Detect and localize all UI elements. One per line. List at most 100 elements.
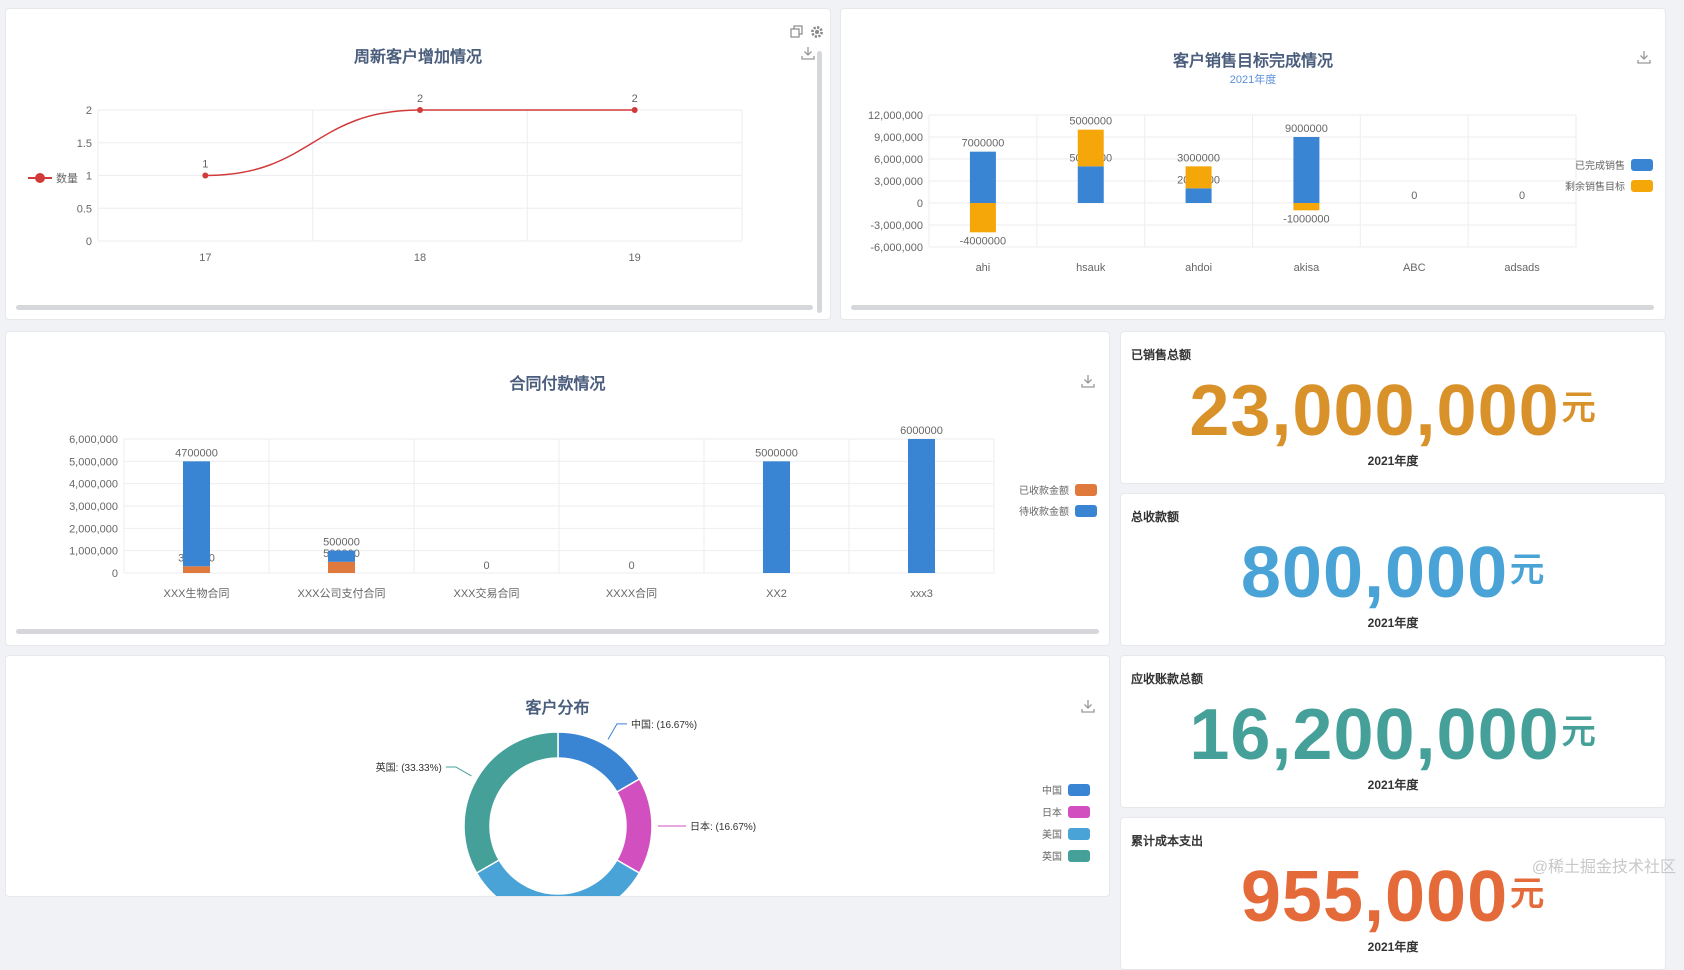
stat-label: 已销售总额 xyxy=(1131,346,1191,363)
data-point xyxy=(417,107,423,113)
slice-label: 日本: (16.67%) xyxy=(690,820,756,833)
copy-icon[interactable] xyxy=(790,25,804,39)
legend-swatch xyxy=(1068,806,1090,818)
stat-card-receivable-total: 应收账款总额 16,200,000元 2021年度 xyxy=(1120,655,1666,808)
data-label: 1 xyxy=(202,159,208,171)
bar-segment xyxy=(1293,203,1319,210)
legend-swatch xyxy=(1068,828,1090,840)
stat-card-cost-total: 累计成本支出 955,000元 2021年度 xyxy=(1120,817,1666,970)
stat-number: 16,200,000 xyxy=(1189,695,1559,775)
data-label: 2 xyxy=(632,93,638,105)
legend-label: 已完成销售 xyxy=(1575,159,1625,172)
x-tick-label: xxx3 xyxy=(910,588,933,600)
stat-label: 累计成本支出 xyxy=(1131,832,1203,849)
y-tick-label: 0.5 xyxy=(77,203,92,215)
data-label: 6000000 xyxy=(900,425,943,437)
stat-unit: 元 xyxy=(1562,713,1597,751)
bar-segment xyxy=(970,203,996,232)
donut-slice xyxy=(558,732,639,792)
x-tick-label: XXX公司支付合同 xyxy=(297,586,385,600)
bar-segment xyxy=(1186,166,1212,188)
y-tick-label: 1.5 xyxy=(77,138,92,150)
y-tick-label: 3,000,000 xyxy=(874,176,923,188)
x-tick-label: akisa xyxy=(1294,262,1321,274)
x-tick-label: ABC xyxy=(1403,262,1426,274)
gear-icon[interactable] xyxy=(810,25,824,39)
stat-number: 955,000 xyxy=(1241,857,1508,937)
legend-swatch xyxy=(1631,159,1653,171)
label-leader-line xyxy=(608,724,627,740)
download-icon[interactable] xyxy=(800,45,816,61)
data-label: -1000000 xyxy=(1283,213,1330,225)
bar-segment xyxy=(970,152,996,203)
legend-swatch xyxy=(1075,505,1097,517)
data-label: 0 xyxy=(483,560,489,572)
bar-segment xyxy=(908,439,935,573)
y-tick-label: 0 xyxy=(86,236,92,248)
stat-label: 总收款额 xyxy=(1131,508,1179,525)
legend-swatch xyxy=(1631,180,1653,192)
stat-year: 2021年度 xyxy=(1121,776,1665,793)
x-tick-label: ahi xyxy=(976,262,991,274)
bar-segment xyxy=(183,566,210,573)
x-tick-label: 18 xyxy=(414,252,426,264)
stat-unit: 元 xyxy=(1510,551,1545,589)
donut-slice xyxy=(477,860,640,896)
bar-segment xyxy=(328,551,355,562)
x-tick-label: XX2 xyxy=(766,588,787,600)
data-label: 2 xyxy=(417,93,423,105)
horizontal-scrollbar[interactable] xyxy=(16,305,813,310)
legend-label: 英国 xyxy=(1042,850,1062,863)
legend-label: 美国 xyxy=(1042,828,1062,841)
data-label: 500000 xyxy=(323,537,360,549)
data-label: 9000000 xyxy=(1285,123,1328,135)
stat-number: 800,000 xyxy=(1241,533,1508,613)
x-tick-label: XXX生物合同 xyxy=(163,586,229,600)
data-label: 5000000 xyxy=(755,447,798,459)
legend-marker xyxy=(35,173,45,183)
legend-label: 已收款金额 xyxy=(1019,484,1069,497)
legend-swatch xyxy=(1068,784,1090,796)
data-label: -4000000 xyxy=(960,235,1007,247)
data-point xyxy=(202,173,208,179)
bar-segment xyxy=(1293,137,1319,203)
contract-payment-bar-chart: 01,000,0002,000,0003,000,0004,000,0005,0… xyxy=(6,332,1109,622)
horizontal-scrollbar[interactable] xyxy=(851,305,1654,310)
horizontal-scrollbar[interactable] xyxy=(16,629,1099,634)
bar-segment xyxy=(183,461,210,566)
stat-label: 应收账款总额 xyxy=(1131,670,1203,687)
data-label: 0 xyxy=(1411,190,1417,202)
legend-label: 中国 xyxy=(1042,784,1062,797)
bar-segment xyxy=(1078,166,1104,203)
y-tick-label: 1 xyxy=(86,171,92,183)
donut-slice xyxy=(464,732,558,873)
y-tick-label: -3,000,000 xyxy=(870,220,923,232)
donut-slice xyxy=(617,779,652,873)
data-label: 7000000 xyxy=(962,138,1005,150)
bar-segment xyxy=(763,461,790,573)
x-tick-label: 17 xyxy=(199,252,211,264)
bar-segment xyxy=(1186,188,1212,203)
y-tick-label: 4,000,000 xyxy=(69,479,118,491)
stat-year: 2021年度 xyxy=(1121,938,1665,955)
watermark: @稀土掘金技术社区 xyxy=(1532,853,1676,877)
y-tick-label: 2 xyxy=(86,105,92,117)
data-label: 0 xyxy=(1519,190,1525,202)
y-tick-label: 6,000,000 xyxy=(874,154,923,166)
x-tick-label: ahdoi xyxy=(1185,262,1212,274)
data-point xyxy=(632,107,638,113)
stat-value: 800,000元 xyxy=(1121,530,1665,613)
legend-swatch xyxy=(1068,850,1090,862)
stat-value: 16,200,000元 xyxy=(1121,692,1665,775)
legend-label: 剩余销售目标 xyxy=(1565,180,1625,193)
legend-label: 日本 xyxy=(1042,806,1062,819)
x-tick-label: adsads xyxy=(1504,262,1540,274)
slice-label: 英国: (33.33%) xyxy=(376,761,442,774)
data-label: 3000000 xyxy=(1177,152,1220,164)
x-tick-label: XXX交易合同 xyxy=(453,586,519,600)
data-label: 4700000 xyxy=(175,447,218,459)
data-label: 5000000 xyxy=(1069,116,1112,128)
vertical-scrollbar[interactable] xyxy=(817,51,822,313)
y-tick-label: 0 xyxy=(917,198,923,210)
